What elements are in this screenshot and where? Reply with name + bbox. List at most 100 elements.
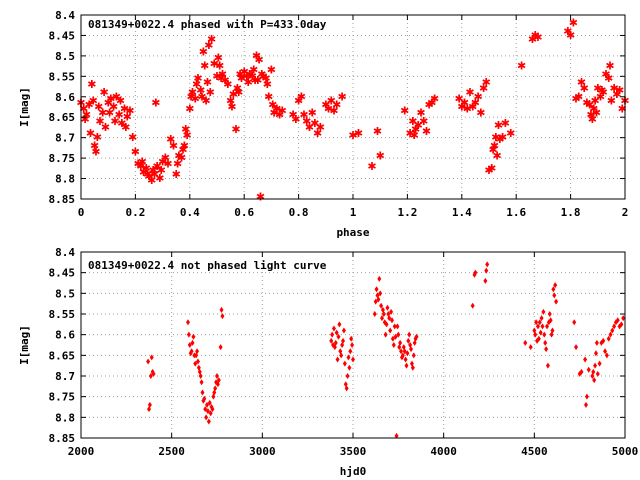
data-point xyxy=(409,346,414,353)
y-tick-label: 8.7 xyxy=(55,370,75,383)
data-point xyxy=(335,356,340,363)
data-point xyxy=(604,352,609,359)
data-point xyxy=(351,356,355,363)
data-point xyxy=(193,360,198,367)
data-point xyxy=(346,354,351,361)
y-tick-label: 8.8 xyxy=(55,411,75,424)
data-point xyxy=(381,311,386,317)
data-point xyxy=(349,335,354,342)
data-point: ✱ xyxy=(120,103,129,116)
data-point xyxy=(402,348,407,355)
data-point: ✱ xyxy=(136,160,145,173)
data-point xyxy=(610,327,615,334)
data-point xyxy=(405,350,410,357)
y-tick-label: 8.8 xyxy=(55,173,75,186)
data-point: ✱ xyxy=(517,60,526,73)
data-point xyxy=(389,317,394,324)
data-point xyxy=(593,362,598,369)
data-point: ✱ xyxy=(408,115,417,128)
data-point: ✱ xyxy=(237,72,246,85)
data-point: ✱ xyxy=(188,86,197,99)
data-point: ✱ xyxy=(121,121,130,134)
x-tick-label: 4500 xyxy=(521,445,548,458)
data-point: ✱ xyxy=(482,76,491,89)
data-point: ✱ xyxy=(142,162,151,175)
data-point: ✱ xyxy=(272,103,281,116)
data-point xyxy=(548,317,553,324)
data-point xyxy=(414,333,419,340)
data-point xyxy=(190,339,195,346)
data-point: ✱ xyxy=(592,107,601,120)
data-point: ✱ xyxy=(110,115,119,128)
data-point xyxy=(149,354,154,361)
data-point: ✱ xyxy=(610,82,619,95)
data-point: ✱ xyxy=(117,117,126,130)
data-point xyxy=(538,329,543,336)
data-point xyxy=(544,346,549,353)
data-point: ✱ xyxy=(200,60,209,73)
data-point: ✱ xyxy=(593,82,602,95)
data-point: ✱ xyxy=(491,131,500,144)
data-point: ✱ xyxy=(474,90,483,103)
data-point: ✱ xyxy=(143,168,152,181)
data-point xyxy=(393,333,398,340)
data-point: ✱ xyxy=(191,92,200,105)
data-point xyxy=(574,344,579,351)
data-point xyxy=(151,370,156,377)
data-point: ✱ xyxy=(206,86,215,99)
data-point xyxy=(619,321,624,328)
data-point: ✱ xyxy=(338,90,347,103)
data-point: ✱ xyxy=(493,150,502,163)
data-point: ✱ xyxy=(400,105,409,118)
data-point xyxy=(606,335,611,342)
data-point: ✱ xyxy=(264,90,273,103)
y-tick-label: 8.65 xyxy=(49,349,76,362)
data-point: ✱ xyxy=(465,86,474,99)
y-tick-label: 8.75 xyxy=(49,152,76,165)
data-point: ✱ xyxy=(123,111,132,124)
data-point: ✱ xyxy=(207,33,216,46)
data-point: ✱ xyxy=(227,101,236,114)
data-point: ✱ xyxy=(289,109,298,122)
data-point: ✱ xyxy=(172,168,181,181)
data-point xyxy=(191,333,196,340)
data-point: ✱ xyxy=(487,162,496,175)
data-point xyxy=(336,333,341,340)
data-point: ✱ xyxy=(128,131,137,144)
data-point xyxy=(389,308,394,315)
data-point: ✱ xyxy=(259,70,268,83)
data-point: ✱ xyxy=(498,131,507,144)
data-point: ✱ xyxy=(131,145,140,158)
data-point: ✱ xyxy=(203,76,212,89)
data-point xyxy=(593,350,598,357)
data-point: ✱ xyxy=(226,94,235,107)
data-point: ✱ xyxy=(422,125,431,138)
data-point: ✱ xyxy=(261,72,270,85)
data-point: ✱ xyxy=(104,96,113,109)
data-point: ✱ xyxy=(90,139,99,152)
data-point: ✱ xyxy=(153,160,162,173)
data-point xyxy=(410,364,415,371)
data-point xyxy=(345,373,350,379)
data-point xyxy=(337,321,342,328)
data-point: ✱ xyxy=(182,129,191,142)
data-point: ✱ xyxy=(410,129,419,142)
data-point xyxy=(398,339,403,346)
data-point xyxy=(485,261,490,268)
data-point: ✱ xyxy=(354,127,363,140)
data-point xyxy=(391,342,396,348)
data-point: ✱ xyxy=(105,107,114,120)
data-point: ✱ xyxy=(242,70,251,83)
data-point: ✱ xyxy=(324,103,333,116)
data-point: ✱ xyxy=(244,76,253,89)
y-tick-label: 8.55 xyxy=(49,308,76,321)
data-point xyxy=(523,339,528,346)
data-point: ✱ xyxy=(231,123,240,136)
data-point: ✱ xyxy=(157,164,166,177)
x-tick-label: 1.6 xyxy=(506,206,526,219)
x-tick-label: 1.4 xyxy=(452,206,472,219)
data-point: ✱ xyxy=(267,64,276,77)
data-point: ✱ xyxy=(607,94,616,107)
data-point: ✱ xyxy=(563,25,572,38)
